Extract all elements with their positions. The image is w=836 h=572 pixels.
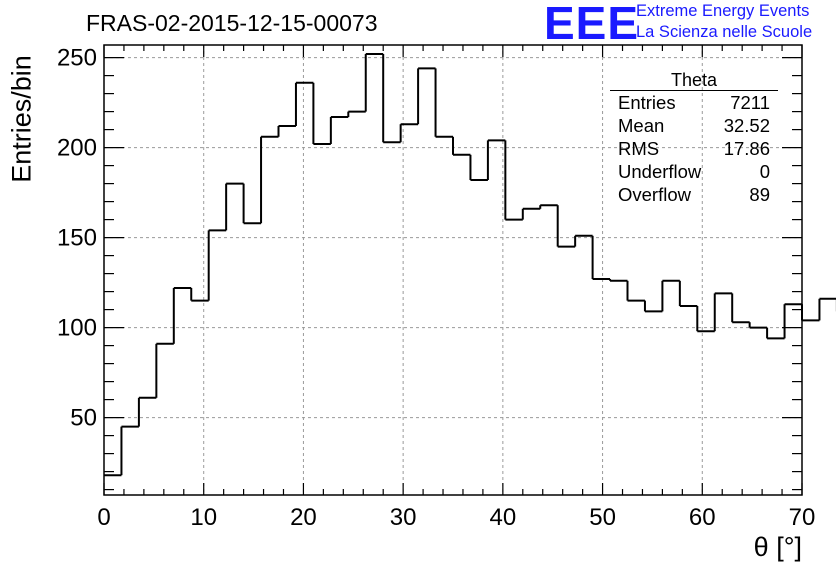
- chart-title: FRAS-02-2015-12-15-00073: [86, 10, 378, 36]
- x-tick-label: 20: [290, 504, 317, 531]
- x-tick-label: 0: [97, 504, 110, 531]
- y-axis-label: Entries/bin: [6, 55, 37, 183]
- stats-row: Entries 7211: [618, 92, 770, 113]
- y-tick-label: 200: [57, 135, 97, 162]
- stats-title: Theta: [670, 70, 718, 90]
- stats-row: Underflow 0: [618, 161, 770, 182]
- x-tick-label: 70: [789, 504, 816, 531]
- y-tick-label: 50: [70, 405, 97, 432]
- stats-row: Overflow 89: [618, 184, 770, 205]
- stats-row: Mean 32.52: [618, 115, 770, 136]
- y-tick-label: 150: [57, 225, 97, 252]
- x-axis-label: θ [°]: [753, 532, 802, 562]
- y-tick-label: 100: [57, 315, 97, 342]
- x-tick-label: 30: [390, 504, 417, 531]
- stats-row: RMS 17.86: [618, 138, 770, 159]
- logo-caption-line2: La Scienza nelle Scuole: [636, 23, 813, 41]
- x-tick-label: 40: [490, 504, 517, 531]
- stats-box: Theta Entries 7211 Mean 32.52 RMS 17.86 Und…: [610, 70, 778, 206]
- x-tick-label: 10: [190, 504, 217, 531]
- x-tick-label: 50: [589, 504, 616, 531]
- stats-divider: [610, 90, 778, 91]
- eee-logo: EEE: [544, 0, 640, 49]
- logo-caption-line1: Extreme Energy Events: [636, 2, 810, 20]
- plot-frame: [103, 44, 803, 496]
- y-tick-label: 250: [57, 45, 97, 72]
- x-tick-label: 60: [689, 504, 716, 531]
